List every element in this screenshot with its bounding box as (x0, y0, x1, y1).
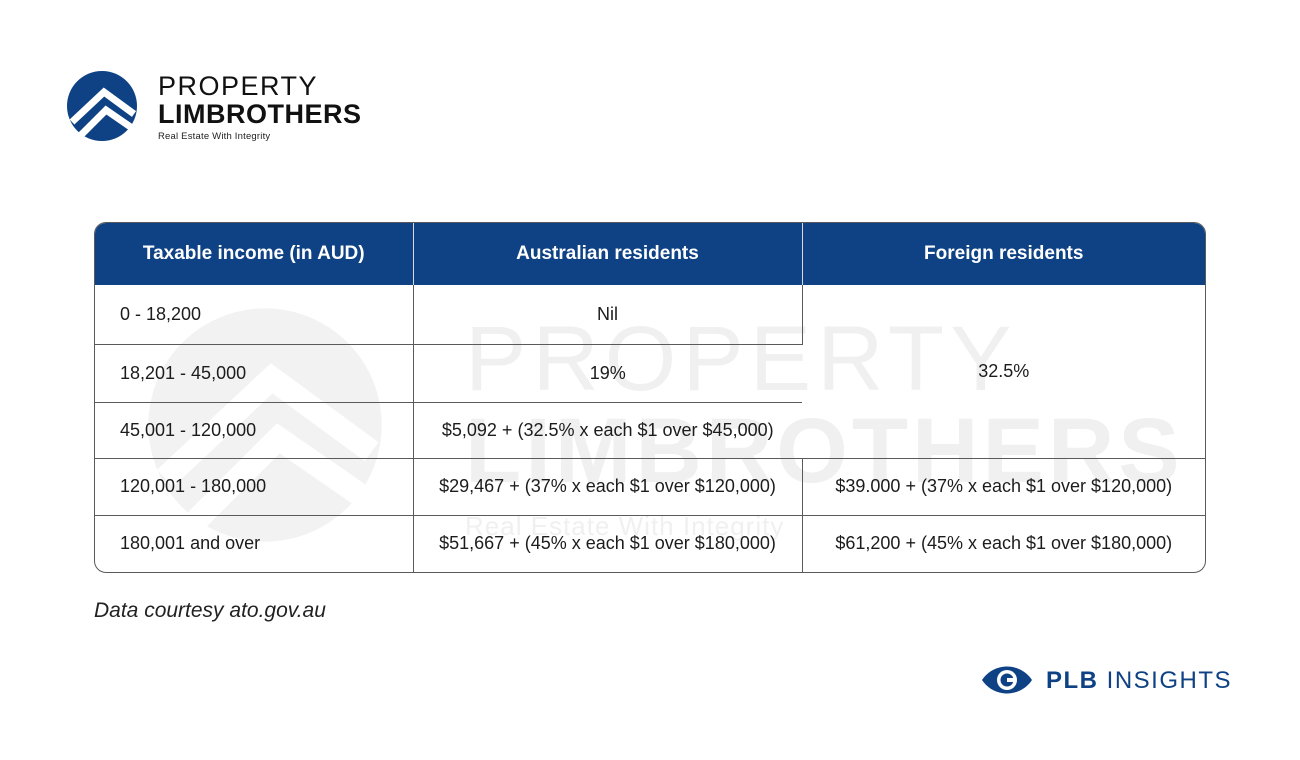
table-row: 0 - 18,200 Nil 32.5% (95, 285, 1205, 459)
foreign-rate-cell: $39.000 + (37% x each $1 over $120,000) (802, 458, 1205, 516)
australian-rate-cell: $51,667 + (45% x each $1 over $180,000) (413, 515, 803, 572)
income-cell: 120,001 - 180,000 (95, 458, 414, 516)
insights-text: INSIGHTS (1098, 667, 1233, 694)
header-taxable-income: Taxable income (in AUD) (95, 223, 414, 285)
table-row: 18,201 - 45,000 19% (95, 344, 1205, 403)
foreign-rate-cell: $61,200 + (45% x each $1 over $180,000) (835, 533, 1173, 554)
foreign-rate-merged-cell: 32.5% (802, 285, 1205, 459)
eye-icon (982, 666, 1032, 694)
brand-name-line2: LIMBROTHERS (158, 99, 362, 129)
table-row: 45,001 - 120,000 $5,092 + (32.5% x each … (95, 402, 1205, 459)
australian-rate-cell: $29,467 + (37% x each $1 over $120,000) (413, 458, 803, 516)
plb-insights-logo: PLB INSIGHTS (980, 663, 1250, 697)
income-cell: 18,201 - 45,000 (95, 344, 414, 403)
tax-rate-table: Taxable income (in AUD) Australian resid… (94, 222, 1206, 573)
header-australian-residents: Australian residents (413, 223, 803, 285)
brand-tagline: Real Estate With Integrity (158, 131, 271, 142)
table-row: 180,001 and over $51,667 + (45% x each $… (95, 515, 1205, 572)
house-roof-logo-icon (67, 71, 137, 141)
income-cell: 45,001 - 120,000 (95, 402, 414, 459)
plb-insights-text: PLB INSIGHTS (1046, 667, 1232, 695)
data-source-note: Data courtesy ato.gov.au (94, 599, 326, 622)
brand-logo: PROPERTY LIMBROTHERS Real Estate With In… (66, 70, 386, 144)
plb-bold-text: PLB (1046, 667, 1099, 694)
australian-rate-cell: Nil (413, 285, 803, 345)
australian-rate-cell: $5,092 + (32.5% x each $1 over $45,000) (413, 402, 802, 459)
brand-name-line1: PROPERTY (158, 71, 319, 101)
table-row: 120,001 - 180,000 $29,467 + (37% x each … (95, 458, 1205, 516)
income-cell: 180,001 and over (95, 515, 414, 572)
income-cell: 0 - 18,200 (95, 285, 414, 345)
header-foreign-residents: Foreign residents (802, 223, 1205, 285)
table-header-row: Taxable income (in AUD) Australian resid… (95, 223, 1205, 285)
australian-rate-cell: 19% (413, 344, 802, 403)
